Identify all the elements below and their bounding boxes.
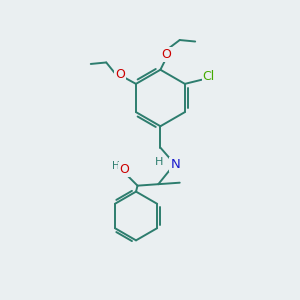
Text: Cl: Cl	[202, 70, 215, 83]
Text: H: H	[112, 161, 120, 171]
Text: O: O	[115, 68, 125, 82]
Text: H: H	[155, 158, 164, 167]
Text: O: O	[162, 48, 172, 61]
Text: N: N	[170, 158, 180, 171]
Text: O: O	[119, 163, 129, 176]
